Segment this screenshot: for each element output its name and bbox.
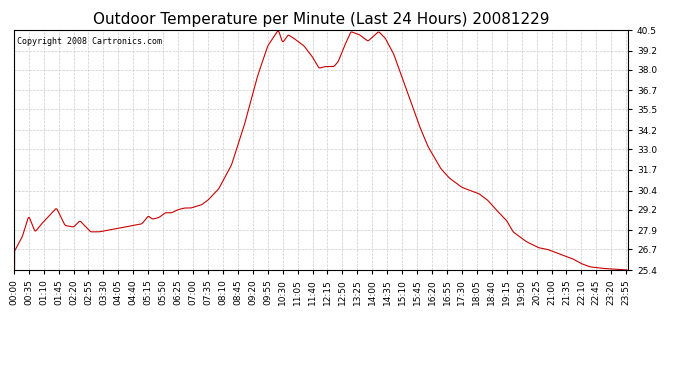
Text: Copyright 2008 Cartronics.com: Copyright 2008 Cartronics.com: [17, 37, 162, 46]
Title: Outdoor Temperature per Minute (Last 24 Hours) 20081229: Outdoor Temperature per Minute (Last 24 …: [92, 12, 549, 27]
